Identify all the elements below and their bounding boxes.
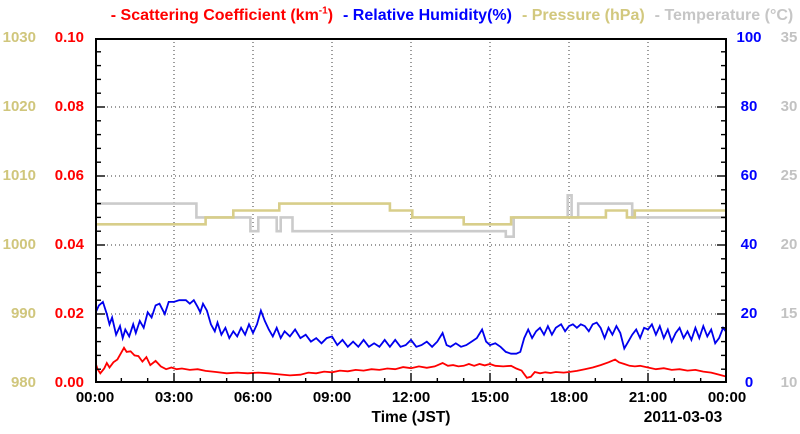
legend-dash: - (110, 7, 117, 24)
scattering-tick-label: 0.00 (54, 374, 84, 391)
legend-item-humidity: - Relative Humidity(%) (343, 7, 512, 25)
legend-item-pressure: - Pressure (hPa) (522, 7, 645, 25)
pressure-tick-label: 990 (10, 305, 36, 322)
humidity-tick-label: 60 (740, 167, 758, 184)
legend-label: Pressure (hPa) (527, 7, 645, 24)
pressure-tick-label: 1030 (2, 29, 36, 46)
legend-item-scattering: - Scattering Coefficient (km-1) (110, 5, 334, 25)
x-tick-label: 00:00 (75, 389, 115, 406)
x-tick-label: 03:00 (154, 389, 194, 406)
humidity-tick-label: 20 (740, 305, 758, 322)
pressure-tick-label: 1000 (2, 236, 36, 253)
scattering-tick-label: 0.06 (54, 167, 84, 184)
x-tick-label: 15:00 (470, 389, 510, 406)
legend-superscript: -1 (318, 5, 328, 17)
x-tick-label: 21:00 (628, 389, 668, 406)
x-tick-label: 09:00 (312, 389, 352, 406)
plot-area (95, 38, 727, 383)
x-tick-label: 00:00 (707, 389, 747, 406)
scattering-tick-label: 0.08 (54, 98, 84, 115)
legend-item-temperature: - Temperature (°C) (655, 7, 794, 25)
chart-legend: - Scattering Coefficient (km-1) - Relati… (104, 6, 800, 26)
temperature-tick-label: 15 (780, 305, 798, 322)
x-tick-label: 06:00 (233, 389, 273, 406)
legend-label: Relative Humidity(%) (348, 7, 512, 24)
humidity-tick-label: 40 (740, 236, 758, 253)
plot-border (95, 38, 727, 383)
series-line-pressure (95, 202, 727, 226)
temperature-tick-label: 35 (780, 29, 798, 46)
legend-dash: - (654, 7, 660, 24)
temperature-tick-label: 20 (780, 236, 798, 253)
temperature-tick-label: 10 (780, 374, 798, 391)
legend-dash: - (521, 7, 528, 24)
pressure-tick-label: 1010 (2, 167, 36, 184)
series-line-scattering (95, 346, 727, 379)
humidity-tick-label: 100 (736, 29, 762, 46)
scattering-tick-label: 0.10 (54, 29, 84, 46)
legend-label: Temperature (°C) (660, 7, 794, 24)
series-line-humidity (95, 298, 727, 355)
humidity-tick-label: 0 (744, 374, 754, 391)
legend-label: Scattering Coefficient (km (116, 7, 319, 24)
scattering-tick-label: 0.04 (54, 236, 84, 253)
x-axis-title: Time (JST) (371, 409, 451, 426)
date-label: 2011-03-03 (643, 409, 723, 426)
humidity-tick-label: 80 (740, 98, 758, 115)
x-tick-label: 12:00 (391, 389, 431, 406)
legend-dash: - (343, 7, 349, 24)
pressure-tick-label: 980 (10, 374, 36, 391)
pressure-tick-label: 1020 (2, 98, 36, 115)
scattering-tick-label: 0.02 (54, 305, 84, 322)
x-tick-label: 18:00 (549, 389, 589, 406)
temperature-tick-label: 25 (780, 167, 798, 184)
legend-label-close: ) (327, 7, 334, 24)
temperature-tick-label: 30 (780, 98, 798, 115)
